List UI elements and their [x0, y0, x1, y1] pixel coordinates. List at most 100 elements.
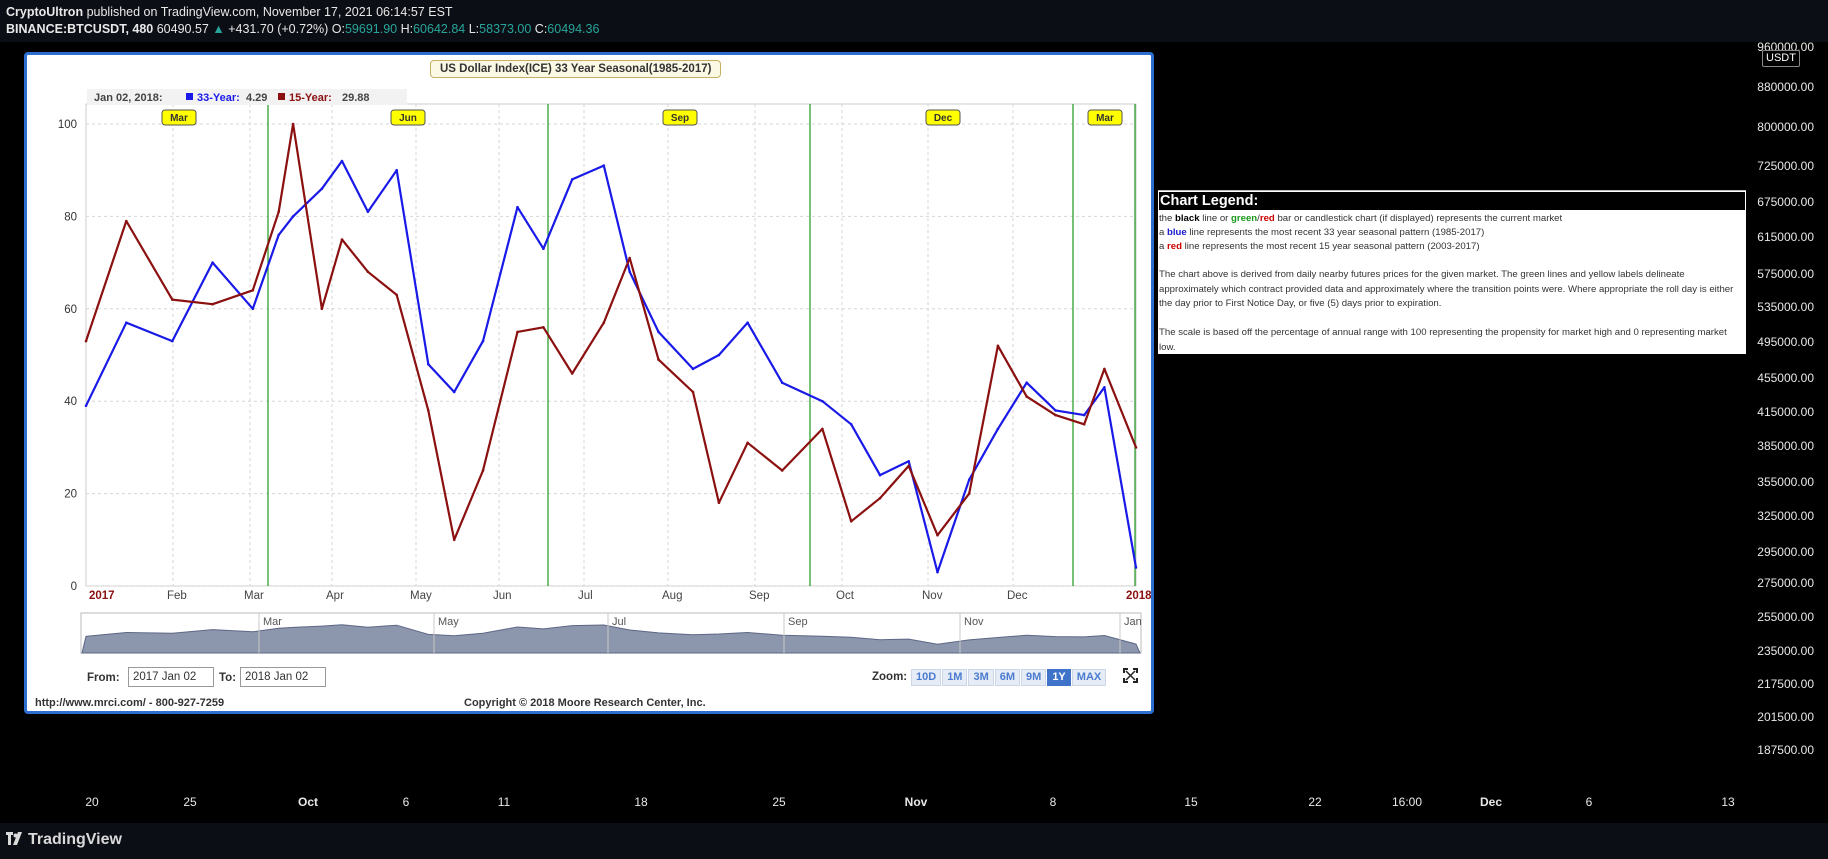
series-point: [967, 492, 971, 495]
readout-33-label: 33-Year:: [197, 92, 240, 104]
readout-15-label: 15-Year:: [289, 92, 332, 104]
zoom-button-1y[interactable]: 1Y: [1047, 669, 1071, 686]
ohlc-readout: BINANCE:BTCUSDT, 480 60490.57 ▲ +431.70 …: [6, 22, 599, 36]
series-point: [427, 362, 430, 366]
price-tick: 725000.00: [1757, 159, 1814, 173]
price-tick: 495000.00: [1757, 335, 1814, 349]
zoom-label: Zoom:: [872, 671, 908, 683]
transition-label: Dec: [934, 113, 953, 124]
legend-red-word: red: [1259, 213, 1275, 224]
author-name[interactable]: CryptoUltron: [6, 5, 84, 19]
legend-green-word: green: [1231, 213, 1258, 224]
zoom-button-1m[interactable]: 1M: [942, 669, 968, 686]
navigator-label: Jan: [1124, 616, 1142, 628]
price-tick: 455000.00: [1757, 371, 1814, 385]
series-line-15-year: [84, 122, 1138, 541]
open-label: O:: [331, 22, 345, 36]
series-point: [211, 261, 214, 264]
navigator-label: Nov: [964, 616, 984, 628]
footer-bar: TradingView: [0, 823, 1828, 859]
publish-info: CryptoUltron published on TradingView.co…: [6, 5, 453, 19]
legend-text: line represents the most recent 15 year …: [1181, 241, 1480, 252]
time-tick: 20: [85, 795, 99, 809]
x-tick-label: May: [410, 590, 432, 602]
series-point: [542, 247, 545, 250]
time-tick: 25: [183, 795, 197, 809]
series-point: [277, 210, 280, 214]
legend-paragraph-scale: The scale is based off the percentage of…: [1159, 327, 1727, 353]
x-tick-label: Apr: [326, 590, 344, 602]
chart-legend-box: [1158, 190, 1746, 354]
time-tick: 6: [402, 795, 410, 809]
zoom-button-6m[interactable]: 6M: [994, 669, 1021, 686]
series-point: [1134, 446, 1138, 449]
high-label: H:: [400, 22, 414, 36]
mrci-url[interactable]: http://www.mrci.com/ - 800-927-7259: [35, 697, 225, 709]
series-point: [780, 381, 784, 385]
legend-text: /: [1257, 213, 1260, 224]
series-point: [907, 460, 910, 463]
zoom-button-3m[interactable]: 3M: [968, 669, 994, 686]
series-point: [452, 390, 456, 394]
x-tick-label: Jun: [493, 590, 512, 602]
series-point: [821, 399, 824, 403]
series-point: [967, 478, 971, 482]
series-point: [1134, 566, 1138, 569]
series-point: [320, 187, 324, 190]
series-point: [516, 205, 519, 209]
series-point: [516, 330, 519, 334]
series-point: [691, 367, 695, 371]
price-tick: 615000.00: [1757, 230, 1814, 244]
series-point: [602, 164, 606, 167]
time-tick: Dec: [1479, 795, 1503, 809]
seasonal-chart-svg: 0 20 40 60 80 100 2017 Feb Mar Apr May Jun Jul Aug Sep…: [58, 89, 1151, 654]
mrci-copyright: Copyright © 2018 Moore Research Center, …: [464, 697, 706, 709]
readout-33-value: 4.29: [246, 92, 267, 104]
series-point: [878, 496, 882, 500]
series-point: [657, 358, 660, 361]
price-axis[interactable]: 960000.00 880000.00 800000.00 725000.00 6750…: [1748, 40, 1828, 787]
price-tick: 217500.00: [1757, 677, 1814, 691]
series-point: [1082, 423, 1086, 426]
fullscreen-icon[interactable]: [1123, 668, 1138, 683]
low-value: 58373.00: [479, 22, 532, 36]
time-tick: 8: [1049, 795, 1057, 809]
seasonal-chart-title: US Dollar Index(ICE) 33 Year Seasonal(19…: [430, 60, 722, 78]
to-date-input[interactable]: [240, 667, 326, 687]
zoom-button-10d[interactable]: 10D: [911, 669, 942, 686]
readout-date: Jan 02, 2018:: [94, 92, 163, 104]
series-point: [171, 298, 174, 301]
legend-line-current: the black line or green/red bar or candl…: [1159, 213, 1562, 224]
legend-blue-word: blue: [1167, 227, 1187, 238]
from-date-input[interactable]: [128, 667, 214, 687]
price-tick: 880000.00: [1757, 80, 1814, 94]
x-tick-label: Nov: [922, 590, 943, 602]
time-axis[interactable]: 20 25 Oct 6 11 18 25 Nov 8 15 22 16:00 Dec 6 13: [0, 795, 1828, 815]
time-tick: 16:00: [1391, 795, 1423, 809]
price-tick: 187500.00: [1757, 743, 1814, 757]
transition-label: Jun: [399, 113, 417, 124]
time-tick: 11: [497, 795, 511, 809]
transition-label-box: [925, 109, 961, 126]
series-point: [849, 423, 853, 426]
tradingview-mark-icon: [6, 832, 24, 845]
series-point: [481, 339, 485, 343]
y-tick-label: 60: [64, 304, 77, 316]
zoom-button-9m[interactable]: 9M: [1021, 669, 1047, 686]
x-tick-label: Oct: [836, 590, 855, 602]
series-point: [211, 302, 214, 306]
zoom-button-max[interactable]: MAX: [1071, 669, 1107, 686]
tradingview-logo[interactable]: TradingView: [6, 831, 122, 849]
readout-15-value: 29.88: [342, 92, 370, 104]
price-tick: 295000.00: [1757, 545, 1814, 559]
legend-black-word: black: [1175, 213, 1200, 224]
series-point: [84, 339, 88, 343]
navigator-label: Jul: [612, 616, 626, 628]
to-label: To:: [219, 672, 237, 684]
series-point: [628, 270, 631, 274]
series-point: [542, 326, 545, 329]
series-point: [717, 501, 721, 505]
time-tick: 22: [1308, 795, 1322, 809]
series-point: [251, 307, 255, 311]
currency-badge[interactable]: USDT: [1762, 50, 1800, 67]
